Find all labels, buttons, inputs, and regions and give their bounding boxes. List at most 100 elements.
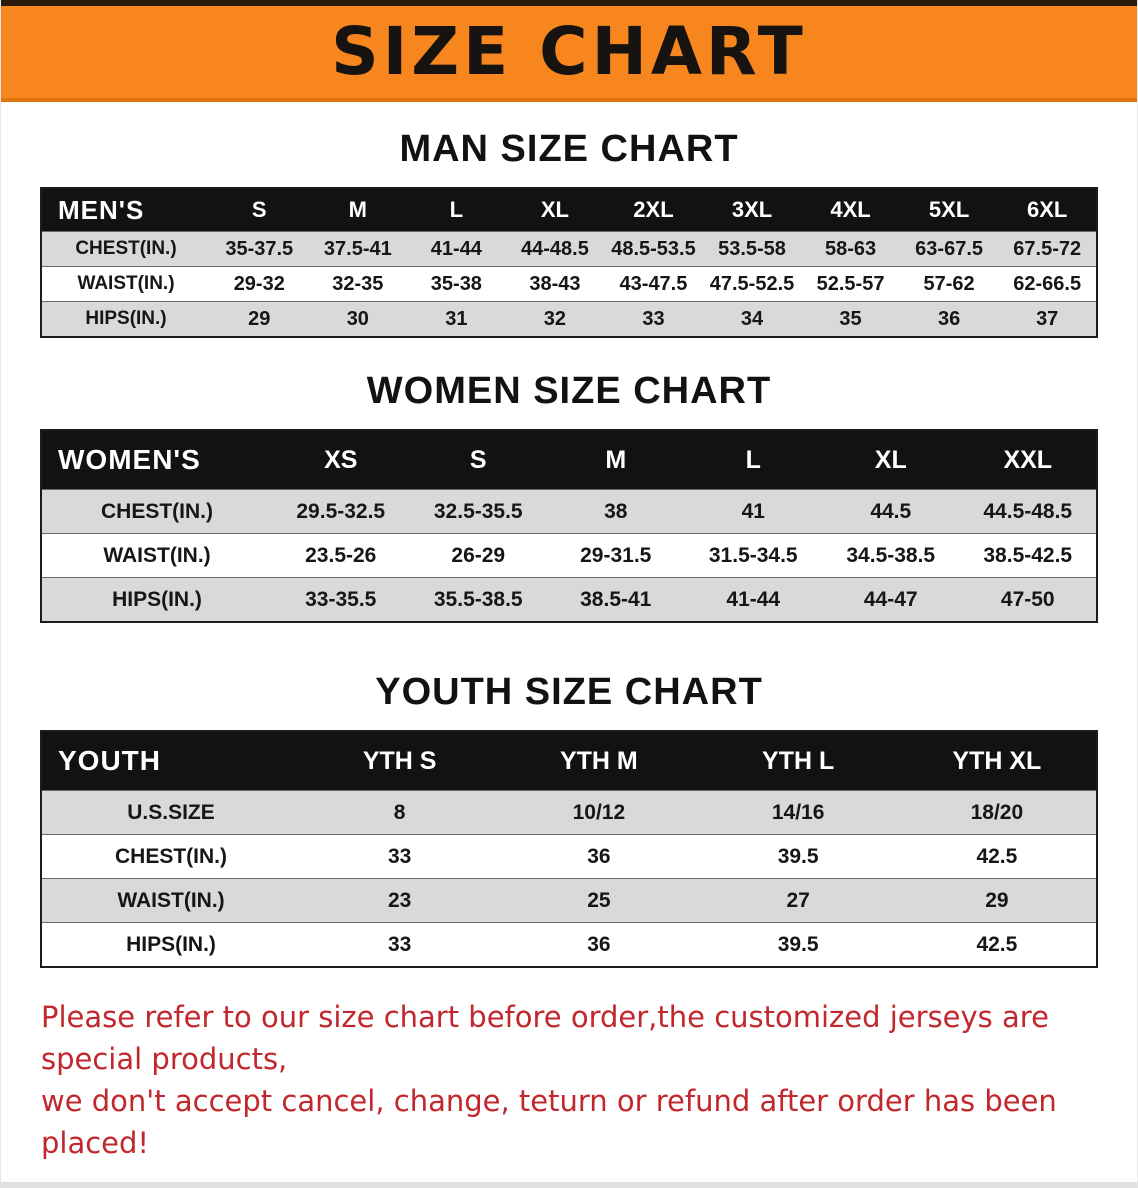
size-value-cell: 39.5 [777,844,819,868]
size-column-header: YTH XL [897,731,1097,791]
size-column-header: 5XL [899,188,999,232]
size-value-cell: 32 [543,307,567,330]
size-value-cell: 32.5-35.5 [433,499,523,523]
size-column-header: 2XL [604,188,703,232]
size-value-cell: 33 [642,307,665,330]
row-label-cell: CHEST(IN.) [115,844,227,868]
youth-size-heading: YOUTH SIZE CHART [375,671,763,713]
man-size-heading: MAN SIZE CHART [399,128,739,170]
table-row: WAIST(IN.) 23 25 27 29 [41,878,1097,923]
size-value-cell: 67.5-72 [1013,237,1082,260]
size-value-cell: 41-44 [430,237,482,260]
table-row: WAIST(IN.) 29-32 32-35 35-38 38-43 43-47.5 47.… [41,266,1097,302]
table-row: HIPS(IN.) 33 36 39.5 42.5 [41,922,1097,967]
size-value-cell: 14/16 [771,800,825,824]
size-value-cell: 36 [587,932,611,956]
size-value-cell: 31 [445,307,468,330]
youth-size-table: YOUTH YTH S YTH M YTH L YTH XL U.S.SIZE 8 10/12… [40,730,1098,968]
size-value-cell: 26-29 [451,543,506,567]
size-value-cell: 41-44 [726,587,781,611]
size-column-header: XL [822,430,960,490]
table-title-cell: YOUTH [41,731,300,791]
size-column-header: L [407,188,506,232]
size-value-cell: 44.5 [870,499,912,523]
size-column-header: S [409,430,547,490]
banner: SIZE CHART [1,0,1137,102]
row-label-cell: CHEST(IN.) [101,499,213,523]
size-value-cell: 53.5-58 [718,237,786,260]
size-value-cell: 36 [937,307,961,330]
size-value-cell: 35.5-38.5 [433,587,523,611]
size-column-header: YTH M [499,731,699,791]
size-value-cell: 63-67.5 [915,237,984,260]
size-value-cell: 8 [393,800,406,824]
size-value-cell: 44-47 [863,587,918,611]
size-value-cell: 43-47.5 [619,272,688,295]
size-value-cell: 23 [387,888,412,912]
table-row: CHEST(IN.) 33 36 39.5 42.5 [41,834,1097,879]
size-value-cell: 33 [387,844,412,868]
man-size-table: MEN'S S M L XL 2XL 3XL 4XL 5XL 6XL CHEST(IN.) 35-37… [40,187,1098,338]
size-column-header: XXL [959,430,1097,490]
row-label-cell: CHEST(IN.) [75,238,177,259]
size-value-cell: 35-37.5 [225,237,294,260]
size-column-header: YTH S [300,731,500,791]
table-row: CHEST(IN.) 35-37.5 37.5-41 41-44 44-48.5 48.5… [41,231,1097,267]
size-value-cell: 42.5 [976,844,1018,868]
size-value-cell: 62-66.5 [1013,272,1082,295]
page-title: SIZE CHART [331,13,807,90]
size-value-cell: 35-38 [430,272,482,295]
header-row: MEN'S S M L XL 2XL 3XL 4XL 5XL 6XL [41,188,1097,232]
size-value-cell: 33 [387,932,412,956]
header-row: YOUTH YTH S YTH M YTH L YTH XL [41,731,1097,791]
size-value-cell: 18/20 [970,800,1024,824]
size-value-cell: 38.5-41 [580,587,652,611]
size-value-cell: 25 [587,888,611,912]
size-value-cell: 44-48.5 [520,237,589,260]
table-row: U.S.SIZE 8 10/12 14/16 18/20 [41,790,1097,835]
size-value-cell: 31.5-34.5 [708,543,798,567]
size-column-header: 6XL [998,188,1097,232]
row-label-cell: WAIST(IN.) [117,888,225,912]
size-value-cell: 58-63 [824,237,877,260]
size-value-cell: 47.5-52.5 [709,272,795,295]
size-value-cell: 34 [740,307,764,330]
women-size-table: WOMEN'S XS S M L XL XXL CHEST(IN.) 29.5-32.5 32.5… [40,429,1098,623]
women-size-heading: WOMEN SIZE CHART [366,370,772,412]
disclaimer-line-1: Please refer to our size chart before or… [41,1000,1049,1077]
size-column-header: S [210,188,309,232]
size-value-cell: 42.5 [976,932,1018,956]
size-value-cell: 38-43 [529,272,581,295]
size-value-cell: 27 [786,888,810,912]
size-column-header: M [308,188,408,232]
size-column-header: L [684,430,822,490]
table-row: HIPS(IN.) 29 30 31 32 33 34 35 36 37 [41,301,1097,337]
size-value-cell: 29 [248,307,271,330]
row-label-cell: HIPS(IN.) [112,587,202,611]
size-value-cell: 44.5-48.5 [983,499,1073,523]
size-column-header: 4XL [801,188,900,232]
size-value-cell: 32-35 [332,272,384,295]
size-value-cell: 57-62 [923,272,975,295]
table-title-cell: WOMEN'S [41,430,272,490]
size-value-cell: 29-32 [233,272,285,295]
man-size-section: MAN SIZE CHART MEN'S S M L XL 2XL 3XL 4XL 5XL 6XL… [1,128,1137,338]
size-value-cell: 23.5-26 [305,543,377,567]
size-value-cell: 29-31.5 [580,543,652,567]
size-value-cell: 47-50 [1000,587,1055,611]
size-value-cell: 52.5-57 [816,272,885,295]
disclaimer: Please refer to our size chart before or… [1,996,1137,1182]
header-row: WOMEN'S XS S M L XL XXL [41,430,1097,490]
size-value-cell: 38 [604,499,628,523]
table-row: WAIST(IN.) 23.5-26 26-29 29-31.5 31.5-34.5 34… [41,533,1097,578]
row-label-cell: WAIST(IN.) [103,543,211,567]
size-value-cell: 41 [741,499,765,523]
disclaimer-line-2: we don't accept cancel, change, teturn o… [41,1084,1057,1161]
size-value-cell: 10/12 [572,800,626,824]
size-value-cell: 33-35.5 [305,587,377,611]
size-column-header: XS [272,430,410,490]
women-size-section: WOMEN SIZE CHART WOMEN'S XS S M L XL XXL CHEST(… [1,370,1137,623]
row-label-cell: HIPS(IN.) [126,932,216,956]
size-column-header: M [547,430,685,490]
